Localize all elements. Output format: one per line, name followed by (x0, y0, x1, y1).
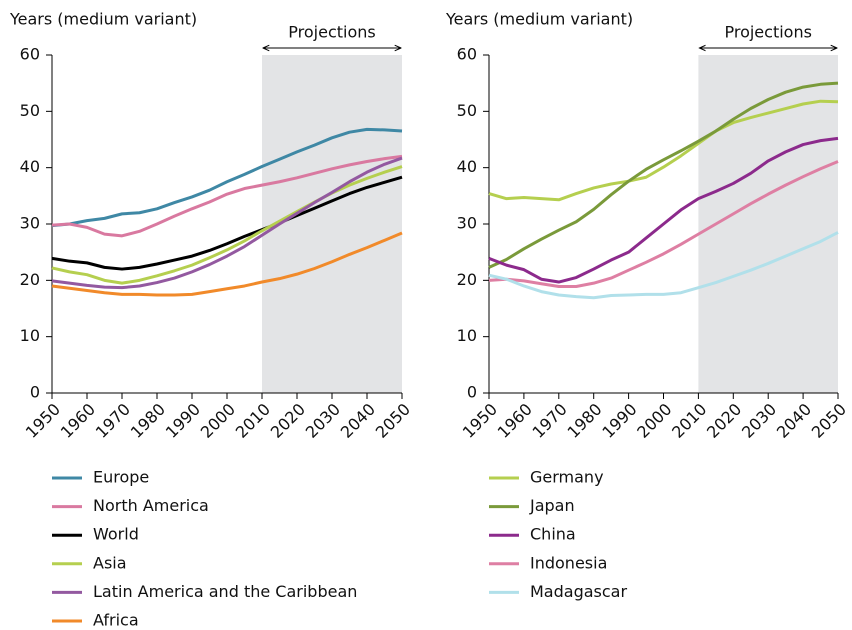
x-tick-label: 2050 (808, 400, 850, 442)
legend-label: World (93, 525, 139, 544)
x-tick-label: 2010 (668, 400, 710, 442)
x-tick-label: 1960 (494, 400, 536, 442)
legend-label: North America (93, 496, 209, 515)
projection-label: Projections (288, 23, 375, 42)
data-line (51, 154, 403, 238)
data-line (488, 81, 839, 269)
y-tick-label: 40 (457, 157, 477, 176)
x-tick-label: 2040 (773, 400, 815, 442)
legend-label: Madagascar (530, 582, 627, 601)
legend-label: Asia (93, 553, 127, 572)
x-tick-label: 2040 (337, 400, 379, 442)
legend-label: Latin America and the Caribbean (93, 582, 357, 601)
x-tick-label: 1950 (22, 400, 64, 442)
data-line (488, 136, 839, 284)
projection-shade (698, 55, 838, 393)
x-tick-label: 2020 (267, 400, 309, 442)
data-line (51, 231, 403, 297)
data-line (488, 231, 839, 300)
y-tick-label: 0 (467, 383, 477, 402)
legend-label: Germany (530, 468, 604, 487)
y-tick-label: 60 (457, 45, 477, 64)
x-tick-label: 1950 (459, 400, 501, 442)
x-tick-label: 1980 (563, 400, 605, 442)
y-tick-label: 10 (457, 326, 477, 345)
legend-label: China (530, 525, 576, 544)
data-line (51, 165, 403, 285)
x-tick-label: 2000 (633, 400, 675, 442)
projection-shade (262, 55, 402, 393)
x-tick-label: 1970 (529, 400, 571, 442)
y-tick-label: 50 (20, 101, 40, 120)
y-tick-label: 30 (457, 214, 477, 233)
y-tick-label: 20 (20, 270, 40, 289)
legend-label: Japan (529, 496, 575, 515)
y-tick-label: 60 (20, 45, 40, 64)
legend-label: Indonesia (530, 553, 607, 572)
data-line (488, 160, 839, 289)
x-tick-label: 2050 (372, 400, 414, 442)
x-tick-label: 1960 (57, 400, 99, 442)
y-axis-label: Years (medium variant) (9, 10, 197, 29)
x-tick-label: 2020 (703, 400, 745, 442)
x-tick-label: 2000 (197, 400, 239, 442)
legend-label: Europe (93, 468, 149, 487)
y-tick-label: 0 (30, 383, 40, 402)
data-line (51, 175, 403, 271)
x-tick-label: 1970 (92, 400, 134, 442)
data-line (488, 99, 839, 202)
x-tick-label: 2030 (302, 400, 344, 442)
x-tick-label: 2010 (232, 400, 274, 442)
x-tick-label: 2030 (738, 400, 780, 442)
legend-label: Africa (93, 611, 139, 630)
x-tick-label: 1990 (598, 400, 640, 442)
projection-label: Projections (724, 23, 811, 42)
data-line (51, 127, 403, 228)
y-tick-label: 40 (20, 157, 40, 176)
y-axis-label: Years (medium variant) (445, 10, 633, 29)
y-tick-label: 20 (457, 270, 477, 289)
y-tick-label: 10 (20, 326, 40, 345)
y-tick-label: 30 (20, 214, 40, 233)
x-tick-label: 1990 (162, 400, 204, 442)
y-tick-label: 50 (457, 101, 477, 120)
data-line (51, 156, 403, 290)
x-tick-label: 1980 (127, 400, 169, 442)
